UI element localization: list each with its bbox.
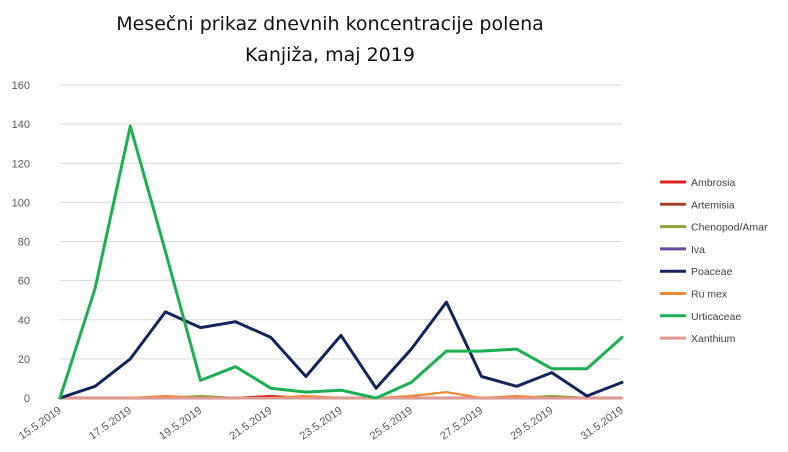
legend-label: Poaceae	[691, 266, 733, 278]
legend-label: Iva	[691, 244, 705, 256]
x-tick-label: 23.5.2019	[298, 405, 345, 443]
x-tick-label: 17.5.2019	[87, 405, 134, 443]
y-tick-label: 100	[12, 197, 30, 209]
legend-label: Ambrosia	[691, 177, 736, 189]
y-tick-label: 160	[12, 80, 30, 92]
y-tick-label: 0	[24, 393, 30, 405]
chart-title-line-2: Kanjiža, maj 2019	[245, 44, 415, 66]
legend-label: Ru mex	[691, 289, 728, 301]
y-tick-label: 20	[18, 354, 30, 366]
legend-label: Urticaceae	[691, 311, 741, 323]
x-tick-label: 19.5.2019	[157, 405, 204, 443]
y-tick-label: 60	[18, 276, 30, 288]
x-tick-label: 15.5.2019	[17, 405, 64, 443]
x-tick-label: 27.5.2019	[438, 405, 485, 443]
y-tick-label: 80	[18, 237, 30, 249]
x-tick-label: 25.5.2019	[368, 405, 415, 443]
x-tick-label: 29.5.2019	[509, 405, 556, 443]
y-tick-label: 140	[12, 119, 30, 131]
legend-label: Xanthium	[691, 333, 736, 345]
x-tick-label: 31.5.2019	[579, 405, 626, 443]
series-line-poaceae	[58, 300, 624, 400]
legend-label: Chenopod/Amar	[691, 222, 768, 234]
chart-title-line-1: Mesečni prikaz dnevnih koncentracije pol…	[116, 13, 544, 35]
series-line-urticaceae	[58, 124, 624, 400]
y-tick-label: 120	[12, 158, 30, 170]
y-tick-label: 40	[18, 315, 30, 327]
x-tick-label: 21.5.2019	[228, 405, 275, 443]
legend-label: Artemisia	[691, 199, 735, 211]
